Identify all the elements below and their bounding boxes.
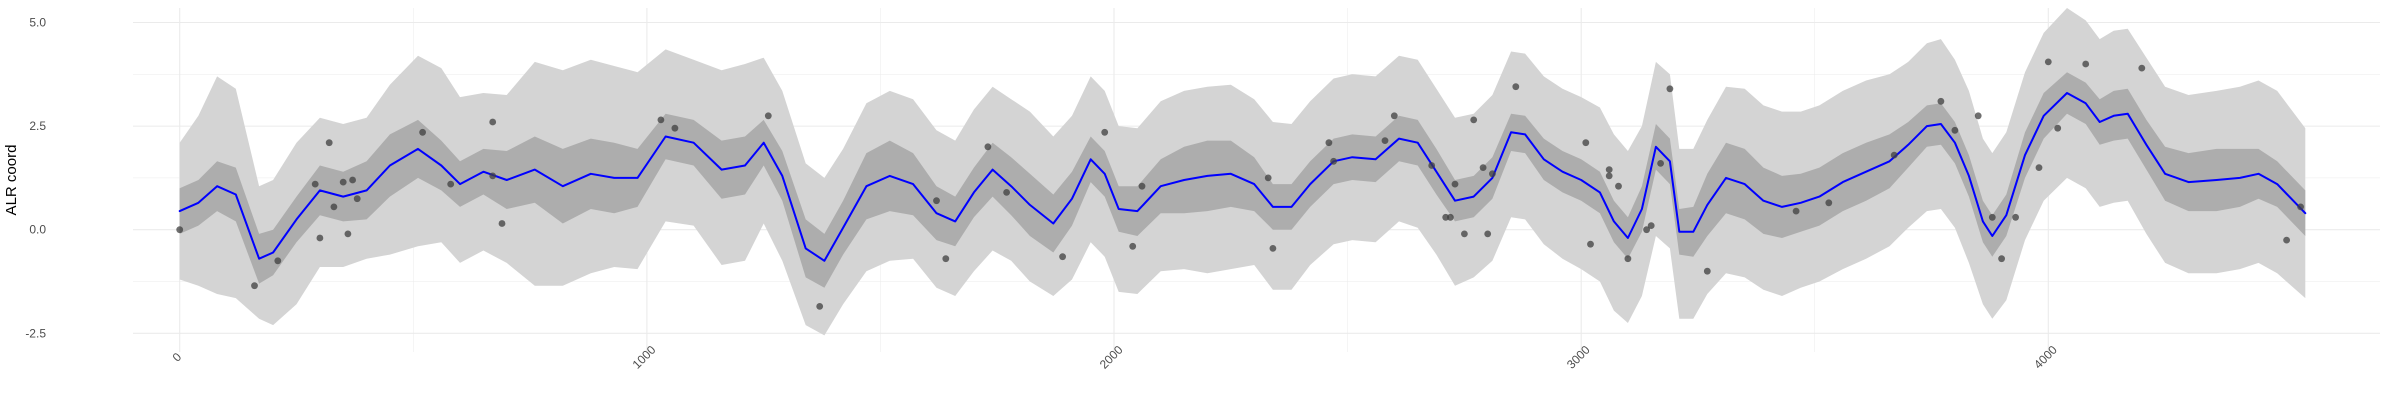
data-point [489, 172, 497, 180]
data-point [1330, 157, 1337, 165]
data-point [1657, 160, 1664, 167]
data-point [984, 143, 992, 151]
data-point [419, 128, 426, 136]
data-point [2054, 124, 2062, 132]
data-point [316, 234, 324, 242]
data-point [1703, 267, 1711, 275]
data-point [330, 203, 338, 211]
data-point [498, 220, 506, 227]
data-point [1129, 242, 1137, 250]
data-point [671, 124, 679, 132]
data-point [1325, 139, 1333, 147]
data-point [2283, 236, 2291, 244]
x-tick-label: 3000 [1564, 343, 1593, 372]
data-point [1605, 172, 1613, 180]
data-point [1643, 226, 1650, 234]
data-point [1479, 164, 1487, 172]
data-point [657, 116, 665, 124]
y-axis: -2.5 0.0 2.5 5.0 [25, 16, 46, 341]
data-point [1937, 97, 1945, 105]
y-tick-label: -2.5 [25, 326, 46, 340]
data-point [353, 195, 361, 203]
data-point [1269, 245, 1277, 252]
data-point [764, 112, 772, 120]
data-point [2082, 60, 2090, 68]
data-point [2012, 213, 2019, 221]
data-point [933, 197, 940, 205]
y-axis-title: ALR coord [3, 145, 20, 216]
data-point [1003, 189, 1010, 196]
data-point [325, 139, 333, 147]
data-point [1890, 151, 1898, 159]
data-point [1587, 240, 1594, 248]
data-point [251, 282, 258, 290]
data-point [344, 230, 352, 238]
data-point [1390, 112, 1398, 120]
data-point [176, 226, 184, 234]
data-point [1442, 213, 1450, 221]
data-point [274, 257, 282, 265]
data-point [489, 118, 497, 126]
mean-line-group [178, 92, 2307, 262]
data-point [1059, 253, 1066, 261]
data-point [2297, 203, 2305, 211]
data-point [447, 180, 455, 188]
x-axis: 0 1000 2000 3000 4000 [170, 343, 2061, 372]
data-point [1647, 222, 1655, 230]
y-tick-label: 2.5 [29, 119, 46, 133]
y-tick-label: 5.0 [29, 16, 46, 30]
x-tick-label: 0 [170, 350, 185, 365]
data-point [1381, 137, 1389, 145]
mean-line [178, 92, 2307, 262]
x-tick-label: 2000 [1097, 343, 1126, 372]
data-point [1101, 128, 1109, 136]
data-point [1974, 112, 1982, 120]
data-point [1605, 166, 1613, 174]
data-point [1615, 182, 1622, 190]
data-point [311, 180, 319, 188]
data-point [1825, 199, 1833, 207]
data-point [1582, 139, 1590, 147]
x-tick-label: 4000 [2031, 343, 2060, 372]
data-point [2138, 64, 2146, 72]
data-point [349, 176, 356, 184]
data-point [942, 255, 950, 263]
data-point [2044, 58, 2052, 66]
data-point [1461, 230, 1468, 238]
data-point [2035, 164, 2043, 172]
data-point [339, 178, 347, 186]
x-tick-label: 1000 [630, 343, 659, 372]
data-point [1624, 255, 1632, 263]
data-point [1138, 182, 1146, 190]
data-point [1792, 207, 1800, 215]
data-point [1428, 162, 1436, 169]
data-point [816, 303, 824, 310]
data-point [1998, 255, 2005, 263]
data-point [1470, 116, 1478, 124]
data-point [1512, 83, 1520, 91]
data-point [1988, 213, 1996, 221]
data-point [1951, 126, 1959, 134]
data-point [1666, 85, 1674, 93]
data-point [1484, 230, 1492, 238]
data-point [1489, 170, 1496, 178]
data-point [1451, 180, 1459, 188]
data-point [1264, 174, 1272, 182]
data-point [1447, 213, 1454, 221]
y-tick-label: 0.0 [29, 223, 46, 237]
points-group [176, 58, 2305, 310]
